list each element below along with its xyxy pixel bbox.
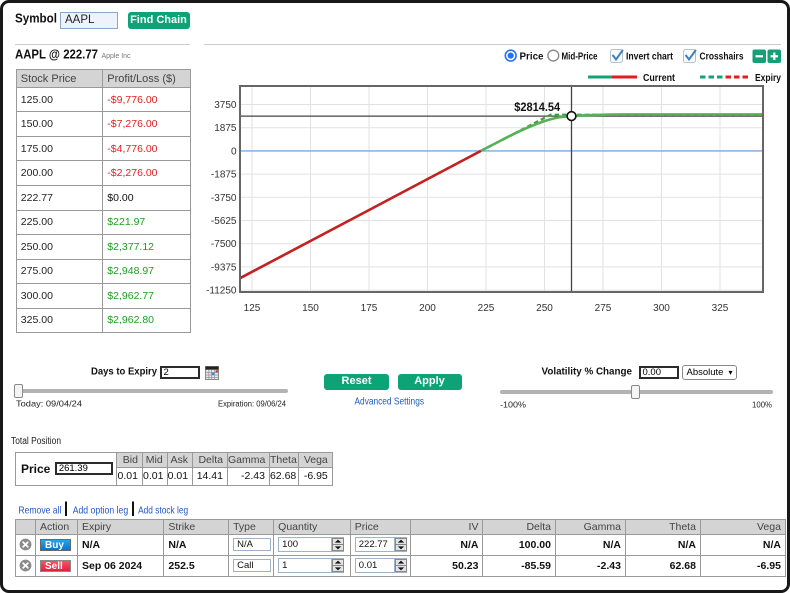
svg-text:100%: 100% [752,400,772,410]
svg-text:275: 275 [595,303,612,314]
svg-text:Crosshairs: Crosshairs [700,52,744,63]
svg-text:Today: 09/04/24: Today: 09/04/24 [16,399,82,409]
svg-text:Symbol: Symbol [15,11,57,26]
svg-text:Add option leg: Add option leg [73,505,129,517]
svg-text:250: 250 [536,303,553,314]
svg-text:0: 0 [231,146,237,157]
svg-text:Add stock leg: Add stock leg [138,505,188,517]
svg-text:175: 175 [361,303,378,314]
svg-text:$2814.54: $2814.54 [514,100,560,114]
svg-text:Volatility % Change: Volatility % Change [542,366,633,378]
svg-text:-11250: -11250 [206,286,237,297]
svg-text:Price: Price [520,51,544,63]
svg-text:-9375: -9375 [211,262,237,273]
svg-text:Days to Expiry: Days to Expiry [91,366,157,378]
svg-text:150: 150 [302,303,319,314]
svg-text:125: 125 [244,303,261,314]
svg-text:Apple Inc: Apple Inc [102,51,131,60]
svg-text:-5625: -5625 [211,216,237,227]
svg-text:225: 225 [478,303,495,314]
svg-text:Total Position: Total Position [11,436,61,447]
svg-text:1875: 1875 [214,123,237,134]
svg-text:Current: Current [643,73,676,84]
svg-text:-1875: -1875 [211,170,237,181]
svg-text:-100%: -100% [500,400,526,410]
svg-text:325: 325 [712,303,729,314]
svg-text:Remove all: Remove all [18,505,61,517]
svg-text:AAPL @ 222.77: AAPL @ 222.77 [15,48,98,62]
svg-text:Mid-Price: Mid-Price [562,52,598,63]
svg-text:3750: 3750 [214,100,237,111]
svg-text:Advanced Settings: Advanced Settings [355,397,425,408]
svg-text:Expiration: 09/06/24: Expiration: 09/06/24 [218,400,287,409]
svg-text:200: 200 [419,303,436,314]
svg-text:-3750: -3750 [211,193,237,204]
svg-text:Invert chart: Invert chart [626,52,674,63]
svg-text:-7500: -7500 [211,239,237,250]
svg-text:300: 300 [653,303,670,314]
svg-text:Expiry: Expiry [755,73,781,84]
